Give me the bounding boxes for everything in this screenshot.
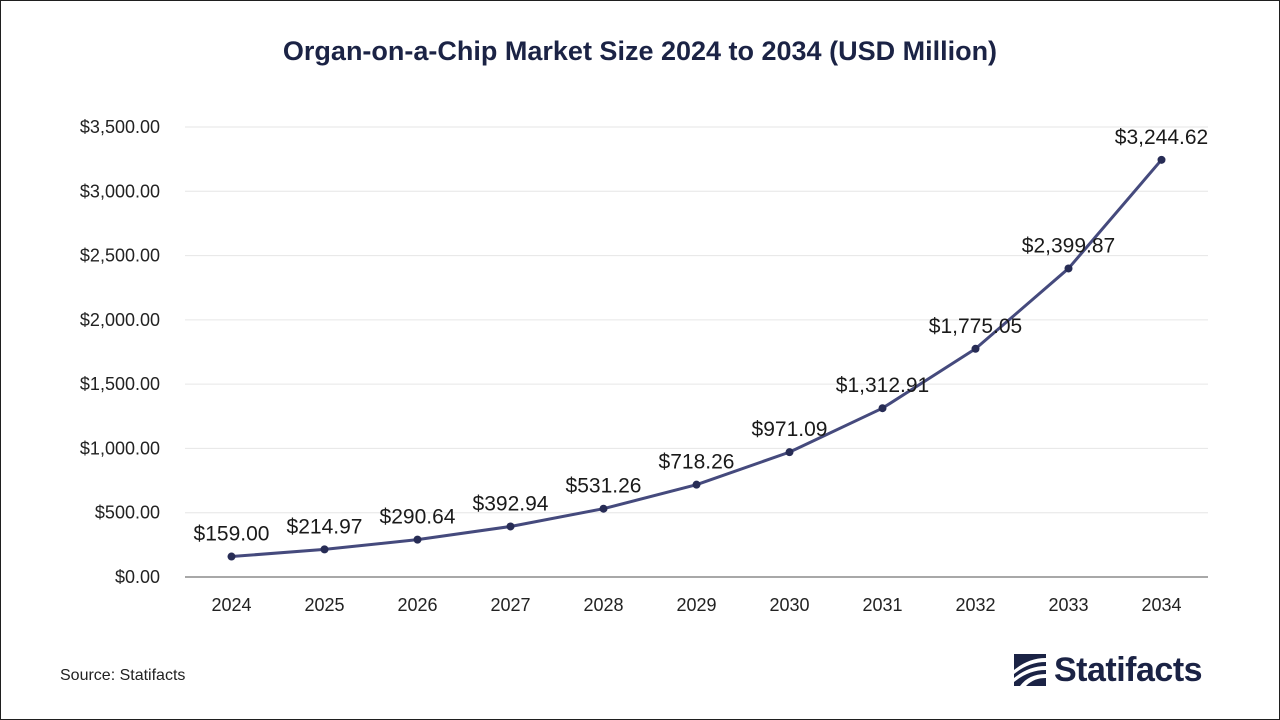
data-point (227, 552, 236, 561)
y-tick-label: $1,000.00 (80, 438, 160, 458)
statifacts-logo-text: Statifacts (1054, 650, 1203, 689)
y-tick-label: $2,000.00 (80, 310, 160, 330)
data-label: $1,775.05 (929, 315, 1022, 338)
data-point (599, 504, 608, 513)
y-tick-label: $500.00 (95, 503, 160, 523)
x-tick-label: 2033 (1048, 595, 1088, 615)
data-label: $718.26 (659, 451, 735, 474)
data-point (1064, 264, 1073, 273)
data-point (320, 545, 329, 554)
data-label: $3,244.62 (1115, 126, 1208, 149)
y-axis: $0.00 $500.00 $1,000.00 $1,500.00 $2,000.00 $… (80, 117, 160, 587)
series-line (230, 158, 1163, 559)
x-tick-label: 2034 (1141, 595, 1181, 615)
source-note: Source: Statifacts (60, 667, 186, 684)
statifacts-logo: Statifacts (1012, 650, 1203, 690)
x-tick-label: 2026 (397, 595, 437, 615)
x-tick-label: 2025 (304, 595, 344, 615)
y-tick-label: $2,500.00 (80, 246, 160, 266)
data-label: $392.94 (473, 492, 549, 515)
series-market-size (227, 155, 1166, 561)
x-tick-label: 2030 (769, 595, 809, 615)
x-tick-label: 2031 (862, 595, 902, 615)
statifacts-logo-icon (1014, 654, 1046, 686)
data-label: $2,399.87 (1022, 234, 1115, 257)
data-label: $290.64 (380, 506, 456, 529)
data-label: $214.97 (287, 515, 363, 538)
x-tick-label: 2027 (490, 595, 530, 615)
x-tick-label: 2028 (583, 595, 623, 615)
y-tick-label: $3,500.00 (80, 117, 160, 137)
data-labels: $159.00 $214.97 $290.64 $392.94 $531.26 $718.… (194, 126, 1209, 546)
x-tick-label: 2029 (676, 595, 716, 615)
y-tick-label: $3,000.00 (80, 181, 160, 201)
data-point (1157, 155, 1166, 164)
data-label: $971.09 (752, 418, 828, 441)
x-axis: 2024 2025 2026 2027 2028 2029 2030 2031 2032 2033… (185, 576, 1208, 615)
gridlines (185, 126, 1208, 514)
x-tick-label: 2024 (211, 595, 251, 615)
data-point (971, 344, 980, 353)
data-label: $159.00 (194, 523, 270, 546)
data-point (413, 535, 422, 544)
chart-title: Organ-on-a-Chip Market Size 2024 to 2034… (282, 36, 998, 66)
data-label: $1,312.91 (836, 374, 929, 397)
data-point (692, 480, 701, 489)
y-tick-label: $0.00 (115, 567, 160, 587)
y-tick-label: $1,500.00 (80, 374, 160, 394)
data-point (506, 522, 515, 531)
data-point (878, 404, 887, 413)
data-label: $531.26 (566, 475, 642, 498)
x-tick-label: 2032 (955, 595, 995, 615)
data-point (785, 448, 794, 457)
